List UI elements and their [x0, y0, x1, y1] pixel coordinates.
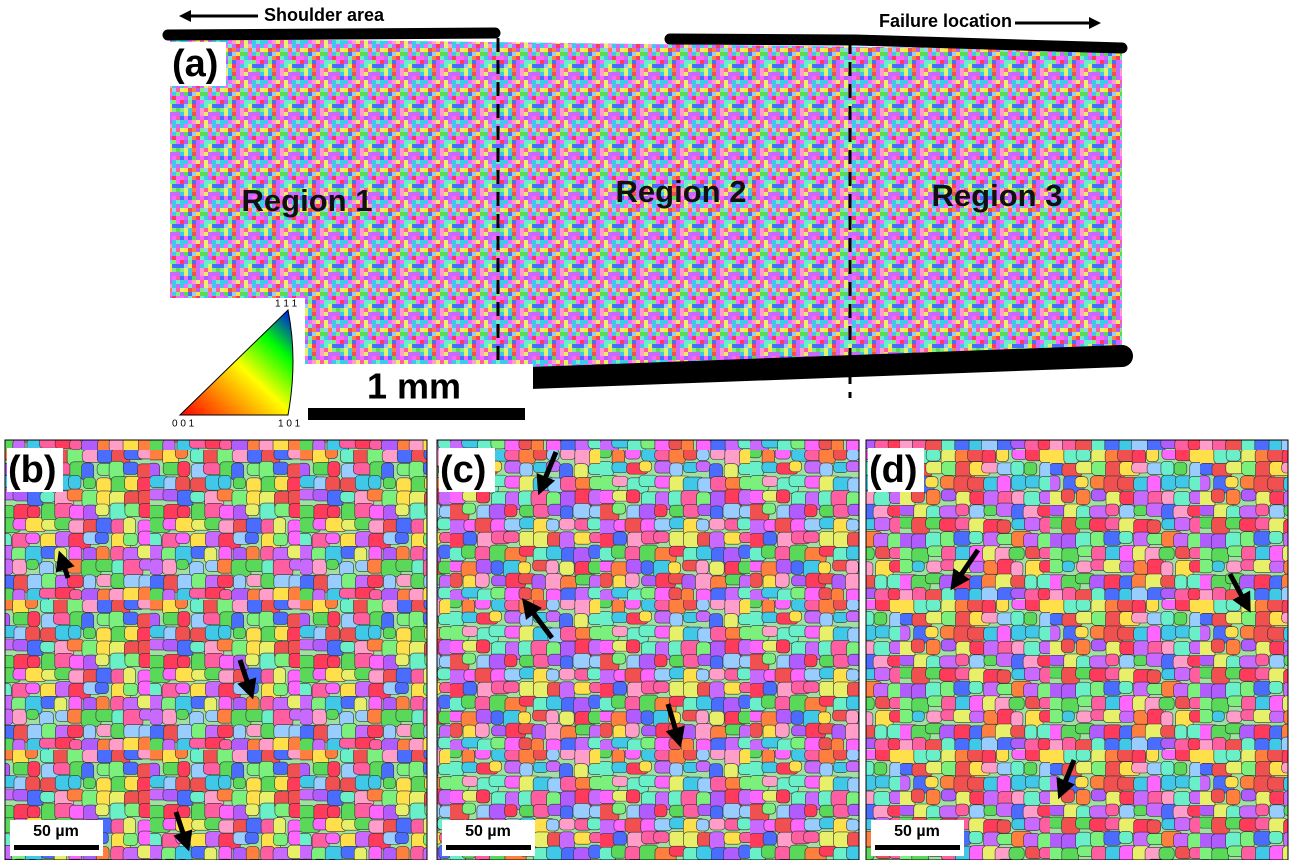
- figure: Shoulder area Failure location (a) Regio…: [0, 0, 1292, 860]
- scale-bar: [308, 408, 525, 420]
- ebsd-map: [5, 440, 427, 860]
- region-label: Region 2: [616, 174, 747, 209]
- ipf-label: 1 0 1: [278, 419, 301, 430]
- panel-label: (a): [172, 43, 218, 85]
- panel-label: (c): [440, 449, 486, 491]
- region-label: Region 3: [932, 178, 1063, 213]
- scale-label: 50 µm: [894, 823, 940, 840]
- ebsd-map: [437, 440, 859, 860]
- shoulder-label: Shoulder area: [264, 5, 385, 25]
- scale-bar: [875, 845, 960, 850]
- ebsd-map: [866, 440, 1288, 860]
- scale-label: 1 mm: [367, 366, 461, 407]
- region-label: Region 1: [242, 183, 373, 218]
- panel-label: (b): [8, 449, 57, 491]
- panel-a: Shoulder area Failure location (a) Regio…: [168, 5, 1122, 430]
- scale-label: 50 µm: [465, 823, 511, 840]
- panels: (b) 50 µm (c) 50 µm (d) 50 µm: [5, 440, 1288, 860]
- scale-label: 50 µm: [33, 823, 79, 840]
- ipf-label: 0 0 1: [172, 419, 195, 430]
- failure-label: Failure location: [879, 11, 1012, 31]
- ipf-label: 1 1 1: [275, 299, 298, 310]
- scale-bar: [446, 845, 531, 850]
- panel-label: (d): [869, 449, 918, 491]
- scale-bar: [14, 845, 99, 850]
